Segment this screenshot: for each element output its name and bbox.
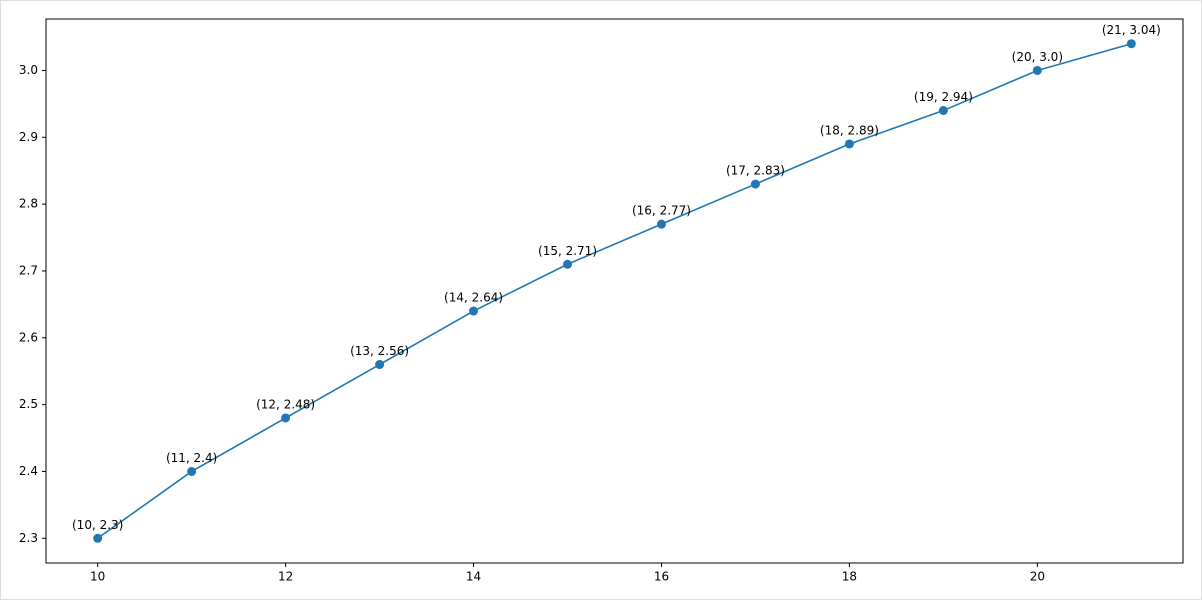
data-label: (11, 2.4) <box>166 451 217 465</box>
x-tick-label: 10 <box>90 570 105 584</box>
data-label: (12, 2.48) <box>256 397 315 411</box>
y-tick-label: 2.7 <box>19 263 38 277</box>
data-label: (21, 3.04) <box>1102 23 1161 37</box>
point <box>844 139 854 149</box>
x-tick-label: 18 <box>842 570 857 584</box>
y-tick-label: 2.5 <box>19 397 38 411</box>
x-tick-label: 12 <box>278 570 293 584</box>
x-tick-label: 20 <box>1030 570 1045 584</box>
data-label: (15, 2.71) <box>538 244 597 258</box>
y-tick-label: 2.3 <box>19 531 38 545</box>
y-tick-label: 3.0 <box>19 63 38 77</box>
point <box>1126 39 1136 49</box>
line <box>97 42 1132 539</box>
data-label: (10, 2.3) <box>72 518 123 532</box>
data-label: (13, 2.56) <box>350 344 409 358</box>
data-label: (14, 2.64) <box>444 291 503 305</box>
y-tick-label: 2.8 <box>19 197 38 211</box>
point <box>187 466 197 476</box>
y-tick-label: 2.4 <box>19 464 38 478</box>
point <box>563 259 573 269</box>
data-label: (19, 2.94) <box>914 90 973 104</box>
point <box>938 106 948 116</box>
plot-frame <box>45 18 1184 564</box>
x-tick-label: 14 <box>466 570 481 584</box>
point <box>1032 65 1042 75</box>
x-tick-label: 16 <box>654 570 669 584</box>
point <box>93 533 103 543</box>
point <box>375 360 385 370</box>
y-tick-label: 2.6 <box>19 330 38 344</box>
y-tick-label: 2.9 <box>19 130 38 144</box>
point <box>750 179 760 189</box>
point <box>281 413 291 423</box>
data-label: (16, 2.77) <box>632 204 691 218</box>
data-label: (17, 2.83) <box>726 164 785 178</box>
point <box>656 219 666 229</box>
data-label: (18, 2.89) <box>820 123 879 137</box>
data-label: (20, 3.0) <box>1012 50 1063 64</box>
point <box>469 306 479 316</box>
